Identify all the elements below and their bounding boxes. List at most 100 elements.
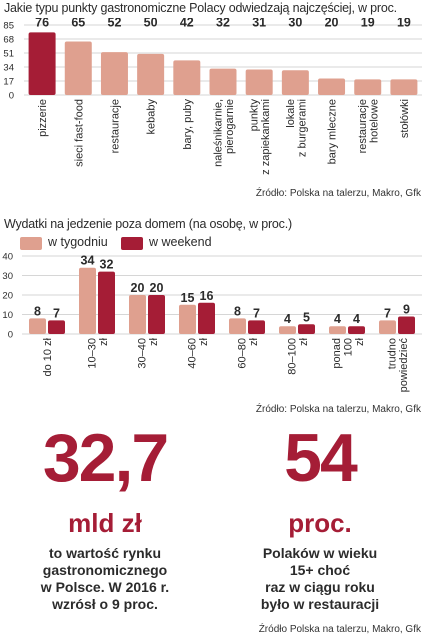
data-label: 7	[253, 306, 260, 320]
stat2-number: 54	[284, 420, 358, 496]
bar	[298, 324, 315, 334]
x-tick-label: do 10 zł	[42, 337, 54, 376]
x-tick-label-line: zł	[354, 337, 366, 346]
bottom-source: Źródło Polska na talerzu, Makro, Gfk	[258, 624, 421, 635]
data-label: 20	[325, 18, 339, 30]
x-tick-label-line: stołówki	[399, 99, 411, 138]
bar	[98, 271, 115, 334]
bar	[28, 32, 56, 95]
data-label: 42	[180, 18, 194, 30]
stat2-desc-line: było w restauracji	[260, 596, 380, 612]
chart2-source: Źródło: Polska na talerzu, Makro, Gfk	[255, 404, 421, 415]
x-tick-label-line: zł	[198, 337, 210, 346]
bar	[398, 316, 415, 334]
data-label: 4	[353, 312, 360, 326]
x-tick-label-line: bary, puby	[182, 99, 194, 150]
x-tick-label-line: lokale	[285, 99, 297, 128]
bar	[245, 69, 273, 95]
x-tick-label: 30–40 zł	[137, 337, 161, 368]
chart1-title: Jakie typu punkty gastronomiczne Polacy …	[4, 1, 397, 15]
data-label: 32	[216, 18, 230, 30]
legend-swatch-week	[20, 237, 42, 250]
bar	[179, 304, 196, 334]
y-tick-label: 20	[2, 291, 13, 302]
x-tick-label-line: 40–60	[187, 338, 199, 369]
x-tick-label: stołówki	[399, 99, 411, 138]
x-tick-label-line: hotelowe	[369, 99, 381, 143]
bar	[279, 326, 296, 334]
x-tick-label-line: zł	[98, 337, 110, 346]
x-tick-label-line: pizzerie	[37, 99, 49, 137]
bar	[379, 320, 396, 334]
data-label: 4	[284, 312, 291, 326]
bar	[29, 318, 46, 334]
x-tick-label: 40–60 zł	[187, 337, 211, 368]
y-tick-label: 85	[3, 21, 14, 32]
bar	[129, 295, 146, 334]
bar	[173, 60, 201, 95]
x-tick-label: 10–30 zł	[87, 337, 111, 368]
stat1-number: 32,7	[42, 420, 169, 496]
bar	[281, 70, 309, 95]
data-label: 4	[334, 312, 341, 326]
x-tick-label: pizzerie	[37, 99, 49, 137]
legend-label-week: w tygodniu	[48, 235, 108, 249]
bar	[64, 41, 92, 95]
stat2-unit: proc.	[288, 508, 352, 538]
x-tick-label: naleśnikarnie, pierogarnie	[213, 99, 237, 167]
bar	[348, 326, 365, 334]
y-tick-label: 30	[2, 271, 13, 282]
bar	[148, 295, 165, 334]
stat2-description: Polaków w wieku 15+ choć raz w ciągu rok…	[220, 545, 420, 613]
x-tick-label-line: powiedzieć	[398, 338, 410, 393]
chart2-title: Wydatki na jedzenie poza domem (na osobę…	[4, 217, 292, 231]
y-tick-label: 34	[3, 63, 14, 74]
stat1-unit: mld zł	[68, 508, 142, 538]
stat1-desc-line: wzrósł o 9 proc.	[52, 596, 158, 612]
y-tick-label: 0	[8, 330, 13, 341]
data-label: 5	[303, 310, 310, 324]
x-tick-label: restauracje	[109, 99, 121, 153]
x-tick-label-line: ponad	[331, 338, 343, 369]
x-tick-label: bary, puby	[182, 99, 194, 150]
x-tick-label: punkty z zapiekankami	[249, 99, 273, 175]
data-label: 65	[71, 18, 85, 30]
x-tick-label-line: 30–40	[137, 338, 149, 369]
x-tick-label-line: naleśnikarnie,	[213, 99, 225, 167]
x-tick-label: restauracje hotelowe	[357, 99, 381, 153]
x-tick-label-line: 80–100	[287, 338, 299, 375]
x-tick-label: 60–80 zł	[237, 337, 261, 368]
stat2-desc-line: raz w ciągu roku	[265, 579, 375, 595]
data-label: 19	[361, 18, 375, 30]
x-tick-label-line: 100	[343, 338, 355, 356]
bar	[248, 320, 265, 334]
data-label: 16	[200, 289, 214, 303]
x-tick-label: sieci fast-food	[73, 99, 85, 167]
bar	[198, 302, 215, 334]
y-tick-label: 40	[2, 252, 13, 263]
data-label: 7	[384, 306, 391, 320]
legend-label-weekend: w weekend	[149, 235, 212, 249]
bar	[209, 68, 237, 95]
bar	[329, 326, 346, 334]
bar	[48, 320, 65, 334]
data-label: 20	[150, 281, 164, 295]
x-tick-label-line: bary mleczne	[327, 99, 339, 164]
x-tick-label-line: z zapiekankami	[260, 99, 272, 175]
x-tick-label-line: sieci fast-food	[73, 99, 85, 167]
y-tick-label: 17	[3, 77, 14, 88]
data-label: 8	[34, 304, 41, 318]
y-tick-label: 0	[9, 91, 14, 102]
stat1-desc-line: gastronomicznego	[42, 562, 168, 578]
data-label: 20	[131, 281, 145, 295]
data-label: 7	[53, 306, 60, 320]
data-label: 52	[108, 18, 122, 30]
x-tick-label-line: do 10 zł	[42, 337, 54, 376]
bar	[229, 318, 246, 334]
stat1-description: to wartość rynku gastronomicznego w Pols…	[5, 545, 205, 613]
data-label: 19	[397, 18, 411, 30]
bar	[100, 52, 128, 95]
data-label: 30	[288, 18, 302, 30]
bar	[79, 267, 96, 334]
